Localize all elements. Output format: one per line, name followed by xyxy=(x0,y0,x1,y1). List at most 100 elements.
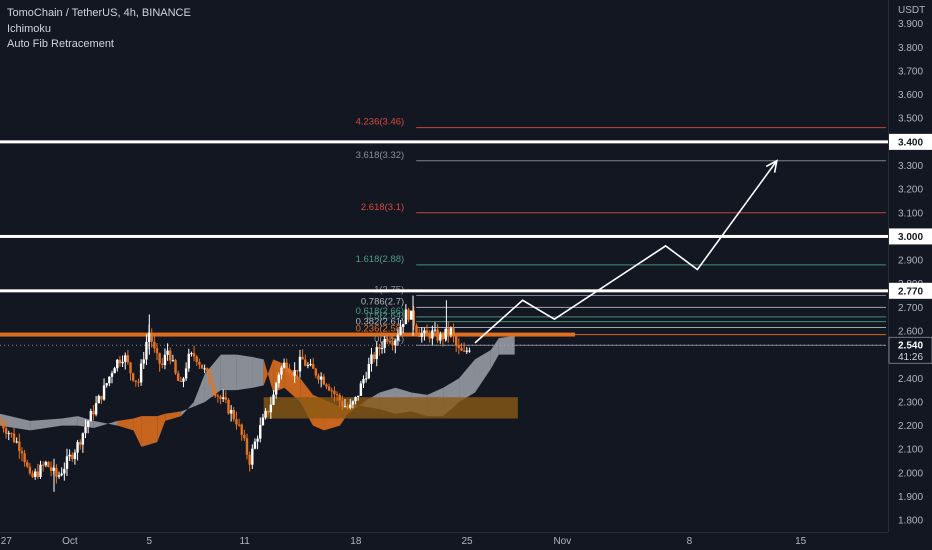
candle-body xyxy=(174,360,177,374)
candle-body xyxy=(409,310,413,320)
time-tick-label: 18 xyxy=(350,536,362,547)
cloud-segment xyxy=(30,418,62,431)
fib-label: 0.5(2.64) xyxy=(366,311,404,322)
candle-body xyxy=(290,372,294,376)
candle-body xyxy=(198,361,201,365)
candle-body xyxy=(94,403,98,415)
currency-label: USDT xyxy=(898,5,925,16)
price-axis-background xyxy=(888,0,932,550)
candle-body xyxy=(351,401,355,405)
price-tick-label: 1.900 xyxy=(898,492,923,503)
candle-body xyxy=(383,339,386,348)
time-tick-label: 11 xyxy=(239,536,250,547)
cloud-segment xyxy=(133,416,142,447)
price-tick-label: 3.700 xyxy=(898,66,923,77)
candle-body xyxy=(192,353,196,357)
candle-body xyxy=(89,410,93,422)
candle-body xyxy=(468,350,471,352)
candle-body xyxy=(137,381,140,383)
projection-arrowhead xyxy=(765,159,778,173)
candle-body xyxy=(367,363,371,379)
candle-body xyxy=(428,332,431,339)
cloud-segment xyxy=(93,420,118,428)
candle-body xyxy=(423,330,426,334)
candle-body xyxy=(370,354,373,364)
candle-body xyxy=(364,378,368,380)
candle-body xyxy=(396,334,400,341)
currency-box xyxy=(889,0,932,16)
candle-body xyxy=(65,456,69,469)
candlestick-series xyxy=(0,295,471,492)
cloud-segment xyxy=(193,373,205,407)
candle-body xyxy=(462,350,466,352)
candle-body xyxy=(259,425,262,439)
candle-body xyxy=(142,359,145,364)
candle-body xyxy=(314,368,318,376)
candle-body xyxy=(335,394,339,396)
cloud-segment xyxy=(263,359,274,393)
current-price-tag xyxy=(888,336,932,364)
price-tick-label: 2.000 xyxy=(898,468,923,479)
candle-body xyxy=(388,340,392,343)
symbol-title[interactable]: TomoChain / TetherUS, 4h, BINANCE xyxy=(7,7,191,19)
fib-label: 4.236(3.46) xyxy=(356,117,405,128)
time-tick-label: 8 xyxy=(687,536,693,547)
candle-body xyxy=(15,441,18,443)
candle-body xyxy=(214,389,217,396)
candle-body xyxy=(330,390,333,392)
candle-body xyxy=(436,329,439,341)
candle-body xyxy=(312,364,315,369)
candle-body xyxy=(251,448,254,465)
candle-body xyxy=(229,409,233,414)
candle-body xyxy=(92,410,95,415)
candle-body xyxy=(433,329,437,331)
indicator-ichimoku[interactable]: Ichimoku xyxy=(7,22,52,35)
candle-body xyxy=(412,310,416,326)
candle-body xyxy=(153,341,156,349)
time-tick-label: Oct xyxy=(62,536,78,547)
candle-body xyxy=(221,397,225,399)
price-tick-label: 3.600 xyxy=(898,90,923,101)
candle-body xyxy=(341,400,344,407)
candle-body xyxy=(134,380,138,382)
candle-body xyxy=(171,360,175,362)
price-axis[interactable]: 1.8001.9002.0002.1002.2002.3002.4002.500… xyxy=(888,0,932,550)
fib-label: 0(2.54) xyxy=(374,334,404,345)
candle-body xyxy=(274,383,278,395)
resistance-line xyxy=(0,234,888,238)
candle-body xyxy=(425,330,429,333)
candle-body xyxy=(57,475,61,477)
cloud-segment xyxy=(61,416,78,426)
candle-body xyxy=(227,399,230,414)
candle-body xyxy=(84,426,87,434)
candle-body xyxy=(182,378,185,382)
candle-body xyxy=(60,473,63,476)
candle-body xyxy=(2,421,5,429)
candle-body xyxy=(49,467,53,471)
resistance-price-tag xyxy=(889,133,932,150)
candle-body xyxy=(256,438,259,442)
horizontal-levels xyxy=(0,140,888,346)
candle-body xyxy=(145,341,148,360)
cloud-segment xyxy=(459,359,475,402)
candle-body xyxy=(399,326,402,335)
candle-body xyxy=(0,421,2,423)
cloud-segment xyxy=(284,364,301,402)
candle-body xyxy=(288,368,291,373)
time-axis[interactable]: 27 Oct 5 11 18 25 Nov 8 15 xyxy=(0,532,888,548)
current-price-label: 2.540 xyxy=(898,341,923,352)
resistance-price-tag xyxy=(889,282,932,299)
cloud-segment xyxy=(165,411,182,421)
price-tick-label: 2.400 xyxy=(898,374,923,385)
indicator-auto-fib[interactable]: Auto Fib Retracement xyxy=(7,38,114,50)
candle-body xyxy=(280,367,283,375)
candle-body xyxy=(362,379,365,384)
candle-body xyxy=(333,390,336,395)
candle-body xyxy=(190,353,193,355)
candle-body xyxy=(129,362,132,374)
candle-body xyxy=(243,434,246,439)
candle-body xyxy=(319,376,323,380)
candle-body xyxy=(447,328,450,335)
candle-body xyxy=(81,433,85,445)
